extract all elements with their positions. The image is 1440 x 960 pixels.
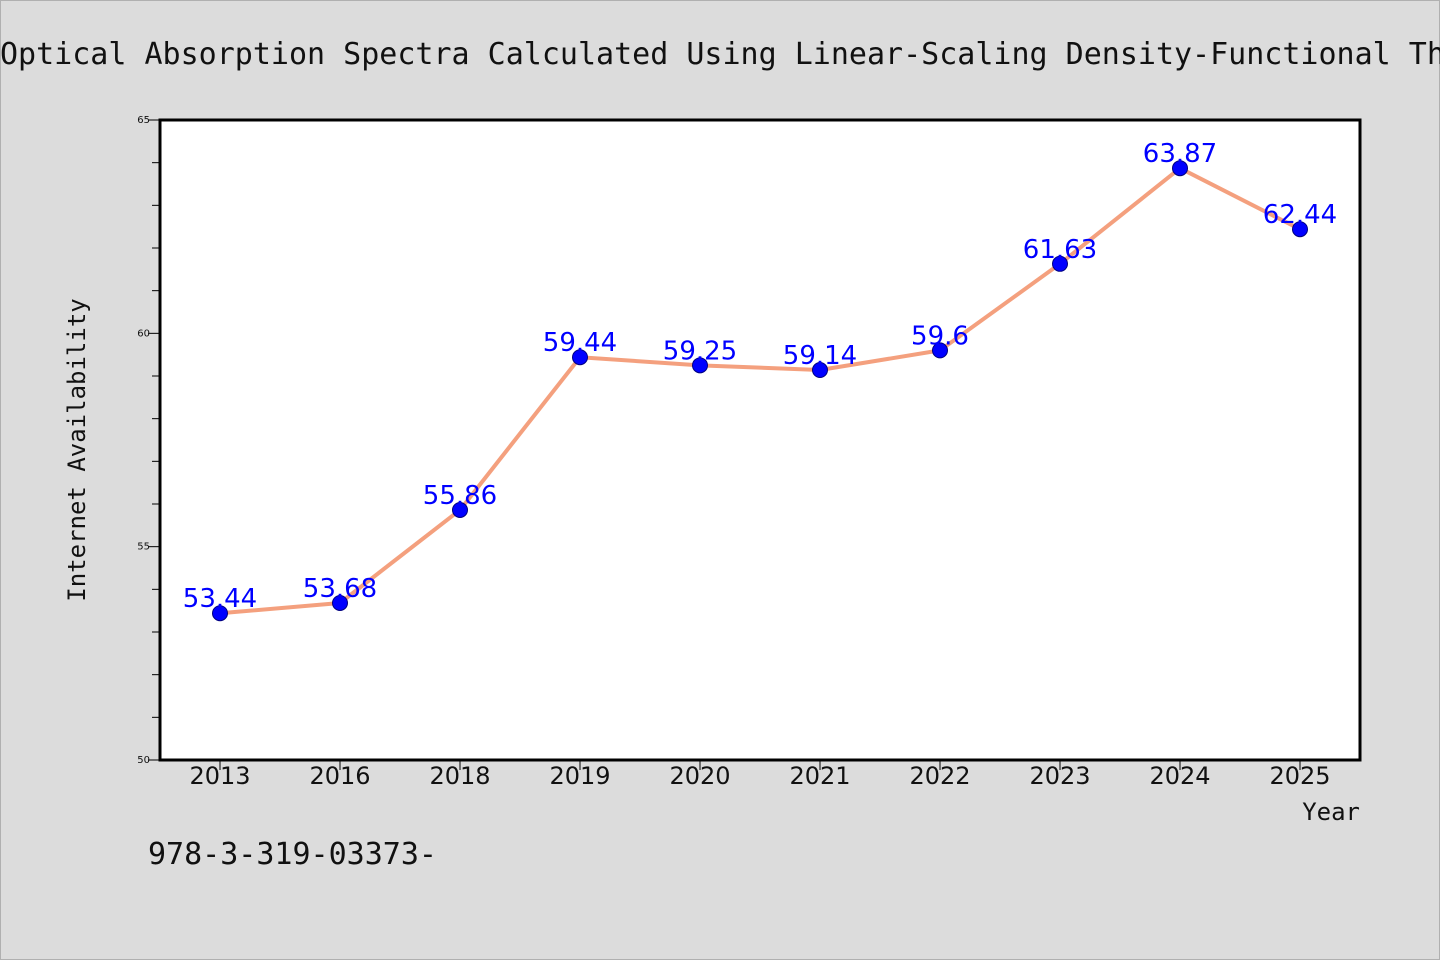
data-label-2019: 59.44 [543,328,617,358]
data-label-2022: 59.6 [911,321,969,351]
x-tick-label: 2025 [1269,762,1330,790]
data-label-2016: 53.68 [303,574,377,604]
y-tick-label: 65 [137,115,150,126]
data-point-2022 [932,342,948,359]
data-label-2018: 55.86 [423,481,497,511]
x-tick-label: 2024 [1149,762,1210,790]
x-axis: 2013 2016 2018 2019 2020 2021 2022 2023 2024 2025 [189,760,1331,790]
annotation-text: 978-3-319-03373- [148,837,437,872]
data-point-2013 [212,605,228,622]
data-point-2021 [812,362,828,379]
series-line [212,160,1308,622]
data-label-2021: 59.14 [783,341,857,371]
data-point-2025 [1292,221,1308,238]
data-label-2024: 63.87 [1143,139,1217,169]
x-tick-label: 2018 [429,762,490,790]
data-label-2023: 61.63 [1023,235,1097,265]
data-point-2020 [692,357,708,374]
data-point-2016 [332,594,348,611]
x-tick-label: 2019 [549,762,610,790]
plot-area [158,118,1362,762]
data-labels: 53.44 53.68 55.86 59.44 59.25 59.14 59.6 61.63 6… [183,139,1337,614]
data-point-2023 [1052,255,1068,272]
x-tick-label: 2021 [789,762,850,790]
y-tick-label: 60 [137,328,150,339]
data-point-2019 [572,349,588,366]
x-axis-title: Year [1302,798,1360,826]
data-label-2013: 53.44 [183,584,257,614]
series-polyline [218,166,1302,616]
x-tick-label: 2022 [909,762,970,790]
y-tick-label: 55 [137,542,150,553]
y-axis-title: Internet Availability [63,298,91,601]
x-tick-label: 2016 [309,762,370,790]
y-tick-label: 50 [137,755,150,766]
x-tick-label: 2020 [669,762,730,790]
data-point-2024 [1172,160,1188,177]
y-axis: 50 55 60 65 [137,115,160,766]
data-point-2018 [452,501,468,518]
x-tick-label: 2013 [189,762,250,790]
data-label-2020: 59.25 [663,336,737,366]
data-label-2025: 62.44 [1263,200,1337,230]
x-tick-label: 2023 [1029,762,1090,790]
chart-title: Optical Absorption Spectra Calculated Us… [0,37,1440,72]
